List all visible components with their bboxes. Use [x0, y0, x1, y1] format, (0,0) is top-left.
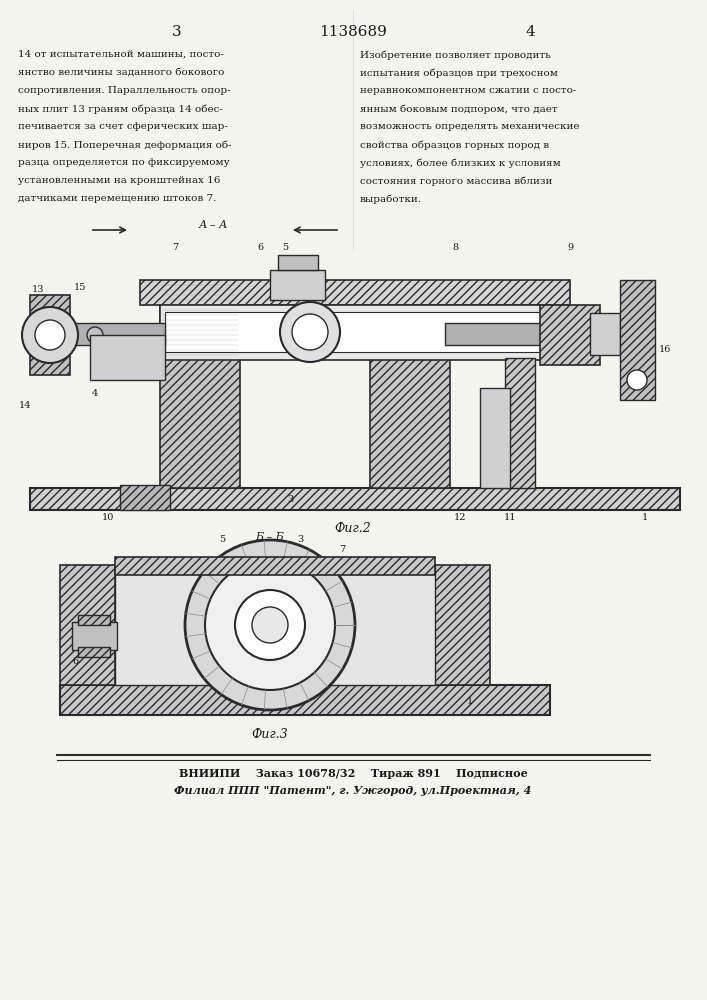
Text: датчиками перемещению штоков 7.: датчиками перемещению штоков 7. — [18, 194, 216, 203]
Bar — [270, 270, 325, 300]
Bar — [480, 388, 510, 488]
Bar — [160, 305, 550, 360]
Bar — [160, 288, 240, 488]
Text: Фиг.2: Фиг.2 — [334, 522, 371, 535]
Text: 12: 12 — [454, 514, 466, 522]
Circle shape — [252, 607, 288, 643]
Bar — [30, 488, 680, 510]
Circle shape — [292, 314, 328, 350]
Text: 4: 4 — [92, 388, 98, 397]
Bar — [55, 323, 165, 345]
Text: Фиг.3: Фиг.3 — [252, 728, 288, 741]
Bar — [620, 280, 655, 400]
Text: разца определяется по фиксируемому: разца определяется по фиксируемому — [18, 158, 230, 167]
Text: 3: 3 — [297, 536, 303, 544]
Bar — [165, 312, 545, 352]
Bar — [590, 313, 620, 355]
Text: 4: 4 — [525, 25, 535, 39]
Text: 5: 5 — [282, 243, 288, 252]
Text: 6: 6 — [72, 658, 78, 666]
Bar — [278, 255, 318, 270]
Text: установленными на кронштейнах 16: установленными на кронштейнах 16 — [18, 176, 221, 185]
Circle shape — [87, 327, 103, 343]
Text: 1138689: 1138689 — [319, 25, 387, 39]
Text: ных плит 13 граням образца 14 обес-: ных плит 13 граням образца 14 обес- — [18, 104, 223, 113]
Bar — [72, 622, 117, 650]
Bar — [78, 647, 110, 657]
Text: печивается за счет сферических шар-: печивается за счет сферических шар- — [18, 122, 228, 131]
Text: 6: 6 — [257, 243, 263, 252]
Text: 7: 7 — [172, 243, 178, 252]
Text: Изобретение позволяет проводить: Изобретение позволяет проводить — [360, 50, 551, 60]
Text: 15: 15 — [74, 284, 86, 292]
Text: 3: 3 — [287, 495, 293, 504]
Text: испытания образцов при трехосном: испытания образцов при трехосном — [360, 68, 558, 78]
Text: неравнокомпонентном сжатии с посто-: неравнокомпонентном сжатии с посто- — [360, 86, 576, 95]
Text: 14 от испытательной машины, посто-: 14 от испытательной машины, посто- — [18, 50, 224, 59]
Text: ВНИИПИ    Заказ 10678/32    Тираж 891    Подписное: ВНИИПИ Заказ 10678/32 Тираж 891 Подписно… — [179, 768, 527, 779]
Text: янство величины заданного бокового: янство величины заданного бокового — [18, 68, 224, 77]
Bar — [505, 358, 535, 488]
Text: Б – Б: Б – Б — [255, 532, 284, 542]
Text: возможность определять механические: возможность определять механические — [360, 122, 580, 131]
Text: сопротивления. Параллельность опор-: сопротивления. Параллельность опор- — [18, 86, 230, 95]
Circle shape — [185, 540, 355, 710]
Bar — [120, 485, 170, 510]
Bar — [60, 685, 550, 715]
Circle shape — [22, 307, 78, 363]
Bar — [30, 295, 70, 375]
Bar — [540, 305, 600, 365]
Bar — [78, 615, 110, 625]
Bar — [370, 288, 450, 488]
Bar — [435, 565, 490, 685]
Circle shape — [35, 320, 65, 350]
Circle shape — [280, 302, 340, 362]
Bar — [60, 565, 115, 685]
Circle shape — [235, 590, 305, 660]
Text: янным боковым подпором, что дает: янным боковым подпором, что дает — [360, 104, 558, 113]
Text: ниров 15. Поперечная деформация об-: ниров 15. Поперечная деформация об- — [18, 140, 232, 149]
Text: 16: 16 — [659, 346, 671, 355]
Text: 11: 11 — [504, 514, 516, 522]
Text: Филиал ППП "Патент", г. Ужгород, ул.Проектная, 4: Филиал ППП "Патент", г. Ужгород, ул.Прое… — [175, 785, 532, 796]
Bar — [140, 280, 570, 305]
Bar — [115, 565, 435, 685]
Circle shape — [627, 370, 647, 390]
Text: 9: 9 — [567, 243, 573, 252]
Text: А – А: А – А — [198, 220, 228, 230]
Text: 13: 13 — [32, 286, 45, 294]
Bar — [115, 557, 435, 575]
Text: 3: 3 — [173, 25, 182, 39]
Text: 10: 10 — [102, 512, 115, 522]
Text: состояния горного массива вблизи: состояния горного массива вблизи — [360, 176, 552, 186]
Bar — [445, 323, 555, 345]
Text: 8: 8 — [452, 243, 458, 252]
Text: 1: 1 — [467, 698, 473, 706]
Text: 14: 14 — [19, 400, 31, 410]
Text: свойства образцов горных пород в: свойства образцов горных пород в — [360, 140, 549, 149]
Circle shape — [205, 560, 335, 690]
Bar — [90, 335, 165, 380]
Text: условиях, более близких к условиям: условиях, более близких к условиям — [360, 158, 561, 167]
Text: 7: 7 — [339, 546, 345, 554]
Text: 1: 1 — [642, 514, 648, 522]
Text: 5: 5 — [219, 536, 225, 544]
Text: выработки.: выработки. — [360, 194, 422, 204]
